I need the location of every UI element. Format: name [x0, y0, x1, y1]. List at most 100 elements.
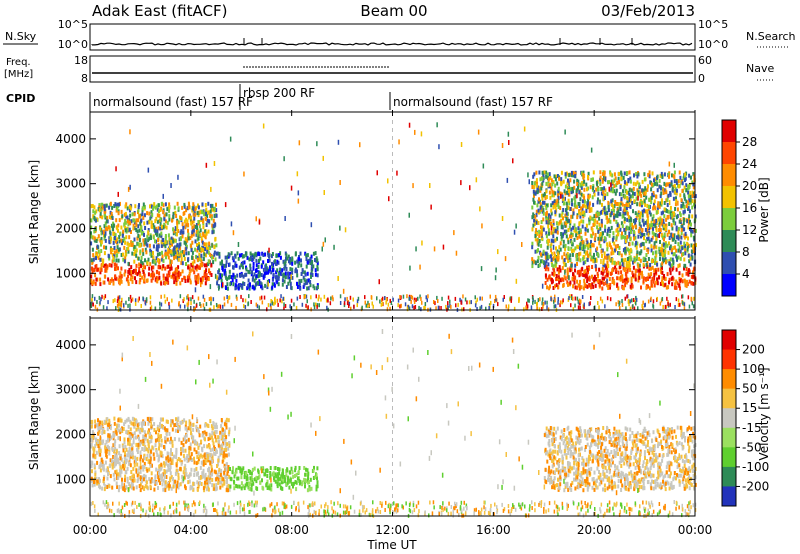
power-cell-4-485 [636, 202, 639, 207]
velocity-cell-0-279 [213, 425, 216, 430]
power-cell-3-197 [562, 283, 565, 288]
power-sparse-68 [412, 183, 414, 189]
power-sparse-56 [480, 266, 483, 272]
power-cell-4-856 [682, 245, 685, 250]
velocity-cell-0-218 [176, 480, 179, 485]
power-cell-4-1003 [608, 255, 611, 260]
power-cell-3-217 [620, 270, 623, 275]
power-cell-4-829 [689, 262, 692, 267]
power-cell-4-1584 [537, 242, 540, 247]
power-cell-3-323 [638, 268, 641, 273]
power-cell-1-840 [115, 258, 118, 263]
power-noise-93 [618, 302, 620, 307]
power-cell-2-184 [310, 266, 313, 271]
velocity-cell-0-256 [133, 417, 136, 422]
power-cell-4-1684 [643, 177, 646, 182]
power-cell-0-213 [94, 281, 97, 286]
power-sparse-102 [378, 279, 380, 285]
power-cell-3-146 [557, 275, 560, 280]
power-cell-1-625 [176, 220, 179, 225]
power-cell-1-349 [128, 242, 131, 247]
power-cell-4-1505 [651, 230, 654, 235]
power-noise-110 [244, 298, 247, 303]
power-noise-321 [210, 301, 212, 306]
power-cell-2-349 [221, 259, 223, 264]
power-cell-4-1636 [575, 254, 578, 259]
power-cell-4-344 [562, 239, 565, 244]
velocity-cell-0-640 [224, 453, 227, 458]
power-cell-3-187 [658, 275, 660, 280]
power-cell-4-291 [682, 176, 685, 181]
power-cell-1-205 [121, 241, 123, 246]
power-cell-2-202 [271, 282, 274, 287]
power-cell-4-1328 [628, 192, 631, 197]
power-cell-4-854 [611, 237, 614, 242]
power-noise-504 [418, 305, 420, 310]
power-cell-4-1438 [657, 201, 660, 206]
power-cell-4-1385 [562, 196, 565, 201]
velocity-cell-0-527 [102, 463, 105, 468]
power-cell-4-840 [587, 245, 590, 250]
power-cell-4-1424 [541, 176, 544, 181]
power-cell-0-139 [104, 263, 107, 268]
power-cell-4-1711 [625, 239, 627, 244]
power-cell-3-272 [579, 279, 581, 284]
power-cell-4-1326 [656, 174, 659, 179]
power-cell-4-122 [543, 192, 546, 196]
power-noise-432 [228, 295, 230, 300]
power-cell-0-133 [151, 276, 154, 281]
beam-title: Beam 00 [360, 2, 427, 20]
power-cell-1-274 [103, 251, 106, 256]
power-cell-0-18 [152, 265, 155, 270]
power-cell-2-352 [248, 257, 251, 262]
velocity-cell-0-512 [126, 479, 129, 484]
power-cell-1-595 [114, 233, 117, 238]
power-cell-4-1689 [610, 211, 613, 216]
power-cell-2-372 [277, 272, 280, 277]
power-cell-1-492 [200, 253, 203, 258]
power-cell-1-20 [137, 224, 140, 229]
power-noise-241 [244, 305, 247, 309]
power-noise-335 [532, 300, 534, 305]
power-cell-4-1440 [587, 171, 590, 176]
power-cell-4-228 [545, 170, 548, 175]
power-cell-4-1669 [678, 184, 680, 189]
power-noise-499 [624, 296, 626, 301]
power-cell-4-1420 [599, 244, 602, 248]
power-sparse-126 [218, 285, 220, 291]
power-cell-3-178 [641, 270, 643, 275]
power-cell-1-371 [186, 206, 189, 211]
power-cell-1-0 [110, 223, 113, 228]
power-cell-4-666 [543, 261, 546, 265]
power-cell-1-822 [137, 218, 140, 223]
power-cell-4-1024 [548, 190, 551, 195]
power-cell-1-781 [123, 259, 126, 264]
power-cell-0-231 [92, 280, 95, 285]
power-cell-4-1325 [547, 238, 550, 243]
power-cell-1-217 [190, 248, 193, 253]
velocity-cell-0-417 [192, 427, 195, 432]
power-cell-4-1393 [556, 249, 559, 254]
power-cell-2-11 [251, 253, 254, 258]
power-sparse-106 [481, 223, 483, 229]
power-cell-4-594 [654, 261, 656, 265]
power-cell-4-78 [583, 199, 586, 204]
power-cell-1-487 [127, 261, 130, 266]
power-cell-3-298 [597, 279, 600, 284]
power-cell-4-1238 [541, 205, 544, 210]
power-cell-1-221 [196, 243, 198, 247]
power-cell-4-1397 [615, 219, 618, 224]
power-cell-4-1591 [536, 190, 539, 195]
power-cell-1-695 [158, 251, 161, 256]
power-cell-1-219 [204, 247, 206, 252]
power-cell-4-1011 [613, 189, 616, 194]
freq-label: Freq. [6, 57, 31, 68]
power-cell-1-216 [116, 237, 119, 242]
power-cell-4-366 [566, 212, 569, 217]
power-cell-4-1148 [573, 237, 576, 242]
power-cell-4-772 [663, 188, 666, 193]
power-cell-4-361 [640, 234, 642, 239]
power-cell-3-327 [548, 275, 551, 280]
velocity-cell-0-580 [173, 454, 175, 459]
power-cell-4-1043 [544, 255, 547, 260]
